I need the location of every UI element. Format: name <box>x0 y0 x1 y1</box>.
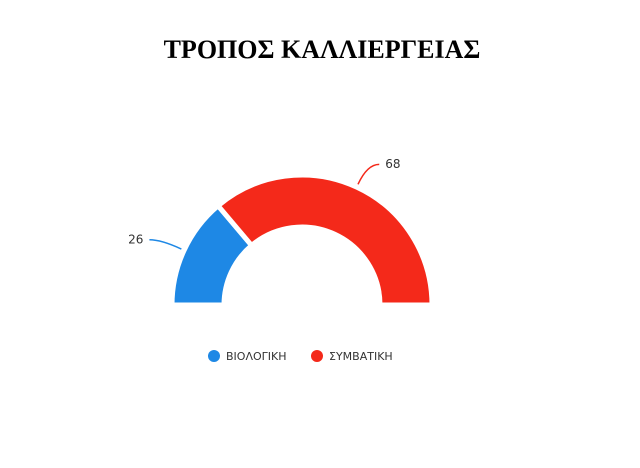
data-label: 68 <box>385 157 400 171</box>
label-line <box>357 163 380 185</box>
legend-marker <box>208 350 220 362</box>
legend-marker <box>311 350 323 362</box>
data-label: 26 <box>128 232 143 246</box>
slice <box>214 172 435 308</box>
legend-label: ΣΥΜΒΑΤΙΚΗ <box>329 350 393 363</box>
label-line <box>149 239 182 250</box>
legend-label: ΒΙΟΛΟΓΙΚΗ <box>226 350 287 363</box>
chart-title: ΤΡΟΠΟΣ ΚΑΛΛΙΕΡΓΕΙΑΣ <box>164 35 481 64</box>
